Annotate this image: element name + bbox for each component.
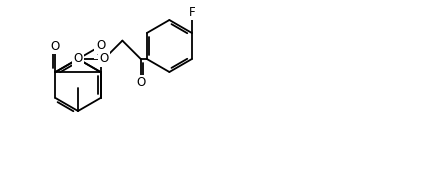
- Text: O: O: [96, 40, 105, 52]
- Text: O: O: [136, 76, 145, 89]
- Text: F: F: [189, 6, 195, 19]
- Text: Cl: Cl: [95, 45, 106, 58]
- Text: O: O: [74, 52, 83, 65]
- Text: O: O: [99, 52, 109, 65]
- Text: O: O: [51, 40, 60, 52]
